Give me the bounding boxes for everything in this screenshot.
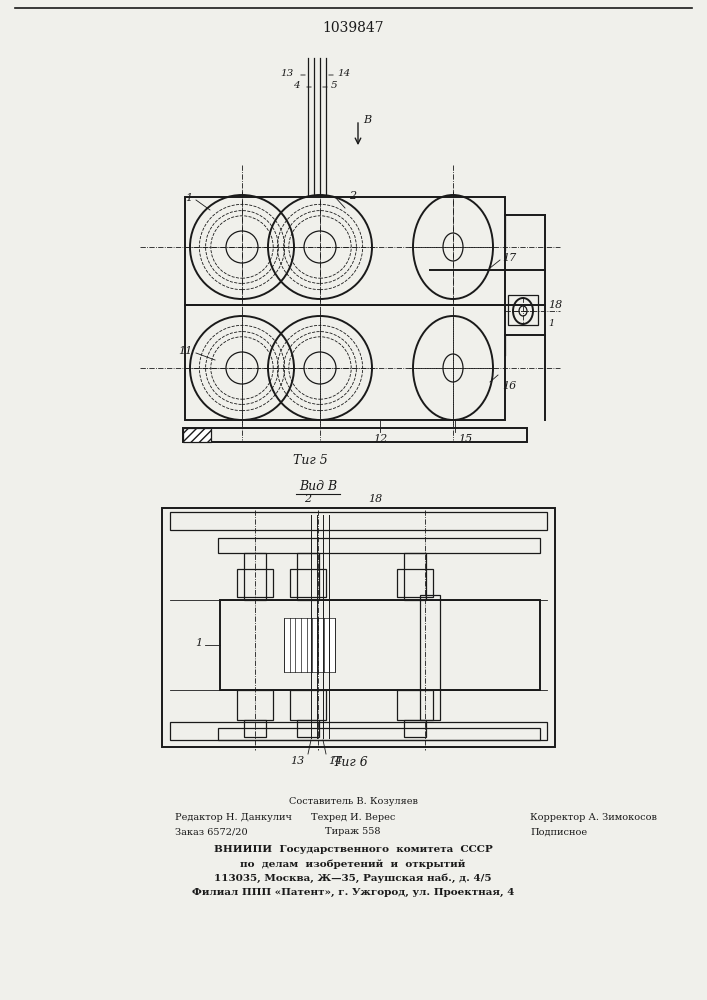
Text: Филиал ППП «Патент», г. Ужгород, ул. Проектная, 4: Филиал ППП «Патент», г. Ужгород, ул. Про…	[192, 887, 514, 897]
Text: 5: 5	[331, 81, 338, 90]
Text: Заказ 6572/20: Заказ 6572/20	[175, 828, 247, 836]
Text: Редактор Н. Данкулич: Редактор Н. Данкулич	[175, 814, 292, 822]
Bar	[397, 690, 433, 720]
Text: 15: 15	[458, 434, 472, 444]
Bar	[244, 553, 266, 600]
Bar	[244, 720, 266, 737]
Text: Τиг 6: Τиг 6	[332, 756, 368, 768]
Bar	[220, 600, 540, 690]
Bar	[170, 722, 547, 740]
Text: по  делам  изобретений  и  открытий: по делам изобретений и открытий	[240, 859, 466, 869]
Text: 14: 14	[337, 68, 350, 78]
Bar	[284, 618, 335, 672]
Bar	[237, 690, 273, 720]
Bar	[218, 728, 540, 740]
Text: 13: 13	[281, 68, 294, 78]
Text: Τиг 5: Τиг 5	[293, 454, 327, 466]
Text: 2: 2	[349, 191, 356, 201]
Bar	[183, 428, 527, 442]
Bar	[170, 512, 547, 530]
Bar	[218, 538, 540, 553]
Text: 11: 11	[177, 346, 192, 356]
Text: 16: 16	[502, 381, 516, 391]
Text: 13: 13	[290, 756, 304, 766]
Text: В: В	[363, 115, 371, 125]
Bar	[397, 569, 433, 597]
Text: Подписное: Подписное	[530, 828, 587, 836]
Text: 17: 17	[502, 253, 516, 263]
Bar	[162, 508, 555, 747]
Bar	[183, 428, 211, 442]
Text: 4: 4	[293, 81, 300, 90]
Text: 12: 12	[373, 434, 387, 444]
Bar	[404, 553, 426, 600]
Bar	[297, 553, 319, 600]
Text: 1: 1	[185, 193, 192, 203]
Text: ВНИИПИ  Государственного  комитета  СССР: ВНИИПИ Государственного комитета СССР	[214, 846, 492, 854]
Text: Вид В: Вид В	[299, 481, 337, 493]
Text: Тираж 558: Тираж 558	[325, 828, 381, 836]
Text: 18: 18	[548, 300, 562, 310]
Text: 2: 2	[305, 494, 312, 504]
Bar	[297, 720, 319, 737]
Text: Техред И. Верес: Техред И. Верес	[311, 814, 395, 822]
Text: Составитель В. Козуляев: Составитель В. Козуляев	[288, 798, 417, 806]
Bar	[508, 295, 538, 325]
Bar	[185, 197, 505, 305]
Text: 1: 1	[548, 318, 554, 328]
Bar	[404, 720, 426, 737]
Text: 14: 14	[328, 756, 342, 766]
Text: 113035, Москва, Ж—35, Раушская наб., д. 4/5: 113035, Москва, Ж—35, Раушская наб., д. …	[214, 873, 492, 883]
Bar	[237, 569, 273, 597]
Bar	[185, 305, 505, 420]
Bar	[290, 690, 326, 720]
Bar	[420, 595, 440, 720]
Text: 18: 18	[368, 494, 382, 504]
Bar	[290, 569, 326, 597]
Text: 1: 1	[195, 638, 202, 648]
Text: 1039847: 1039847	[322, 21, 384, 35]
Text: Корректор А. Зимокосов: Корректор А. Зимокосов	[530, 814, 657, 822]
